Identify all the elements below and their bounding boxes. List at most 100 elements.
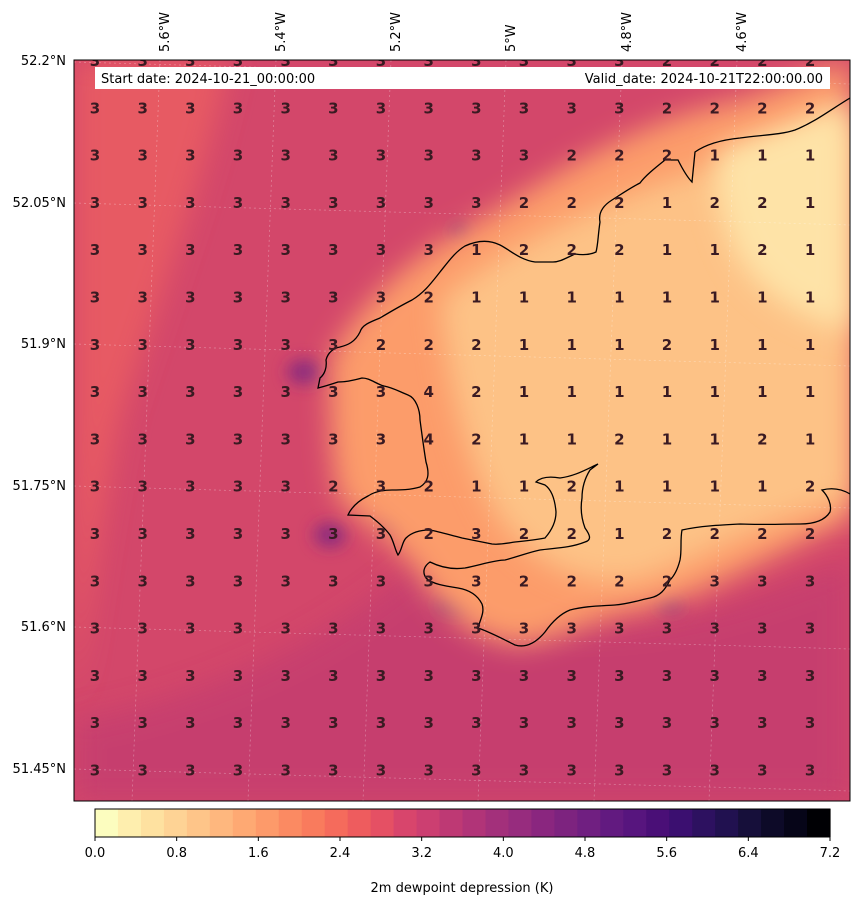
grid-value: 2: [566, 525, 576, 543]
lat-label: 51.75°N: [13, 479, 66, 494]
latitude-labels: 52.2°N 52.05°N 51.9°N 51.75°N 51.6°N 51.…: [13, 54, 66, 777]
grid-value: 2: [566, 147, 576, 165]
colorbar-swatch: [692, 809, 716, 837]
grid-value: 2: [805, 52, 815, 70]
parallel-line: [74, 626, 850, 650]
grid-value: 3: [90, 194, 100, 212]
grid-value: 3: [233, 572, 243, 590]
grid-value: 1: [519, 289, 529, 307]
grid-value: 3: [328, 194, 338, 212]
grid-value: 2: [566, 572, 576, 590]
grid-value: 3: [423, 99, 433, 117]
grid-value: 3: [137, 762, 147, 780]
grid-value: 3: [805, 620, 815, 638]
grid-value: 3: [662, 762, 672, 780]
grid-value: 2: [662, 52, 672, 70]
grid-value: 3: [328, 383, 338, 401]
grid-value: 3: [471, 147, 481, 165]
grid-value: 3: [90, 525, 100, 543]
grid-value: 3: [137, 289, 147, 307]
grid-value: 3: [519, 99, 529, 117]
grid-value: 1: [709, 430, 719, 448]
grid-value: 3: [757, 620, 767, 638]
grid-value: 3: [519, 620, 529, 638]
grid-value: 3: [137, 194, 147, 212]
grid-value: 3: [376, 430, 386, 448]
grid-value: 2: [519, 572, 529, 590]
grid-value: 3: [376, 762, 386, 780]
grid-value: 3: [185, 667, 195, 685]
grid-value: 3: [90, 620, 100, 638]
colorbar-swatch: [715, 809, 739, 837]
grid-value: 2: [423, 336, 433, 354]
grid-value: 3: [471, 99, 481, 117]
grid-value: 3: [566, 714, 576, 732]
grid-value: 3: [376, 383, 386, 401]
grid-value: 2: [471, 383, 481, 401]
grid-value: 3: [805, 572, 815, 590]
grid-value: 2: [757, 194, 767, 212]
grid-value: 3: [614, 52, 624, 70]
grid-value: 3: [328, 52, 338, 70]
grid-value: 2: [709, 99, 719, 117]
grid-value: 3: [137, 241, 147, 259]
grid-value: 3: [614, 620, 624, 638]
parallel-line: [74, 485, 850, 509]
colorbar-swatch: [462, 809, 487, 837]
grid-value: 3: [376, 620, 386, 638]
grid-value: 1: [614, 289, 624, 307]
grid-value: 3: [566, 620, 576, 638]
colorbar-swatch: [646, 809, 670, 837]
grid-value: 3: [233, 289, 243, 307]
meridian-line: [247, 60, 277, 801]
grid-value: 3: [185, 714, 195, 732]
grid-value: 3: [376, 714, 386, 732]
grid-value: 3: [185, 99, 195, 117]
grid-value: 1: [471, 241, 481, 259]
grid-value: 3: [280, 762, 290, 780]
grid-value: 3: [328, 714, 338, 732]
grid-value: 2: [805, 99, 815, 117]
grid-value: 3: [423, 620, 433, 638]
grid-value: 2: [519, 241, 529, 259]
dewpoint-value-grid: 3 3 3 3 3 3 3 3 3 3 3 3 2 2 2 2 3 3 3 3 3 3 3 3 3 3 3 3 2 2 2 2 3 3 3 3 3 3 3 3…: [90, 52, 816, 780]
grid-value: 1: [709, 147, 719, 165]
grid-value: 3: [662, 620, 672, 638]
valid-date-label: Valid_date: 2024-10-21T22:00:00.00: [585, 72, 823, 87]
meridian-line: [593, 60, 623, 801]
grid-value: 1: [757, 289, 767, 307]
grid-value: 3: [519, 147, 529, 165]
colorbar-ticks: 0.0 0.8 1.6 2.4 3.2 4.0 4.8 5.6 6.4 7.2: [85, 837, 840, 861]
grid-value: 3: [328, 289, 338, 307]
colorbar-swatch: [761, 809, 785, 837]
map-area[interactable]: 3 3 3 3 3 3 3 3 3 3 3 3 2 2 2 2 3 3 3 3 3 3 3 3 3 3 3 3 2 2 2 2 3 3 3 3 3 3 3 3…: [74, 52, 850, 801]
colorbar-swatch: [738, 809, 762, 837]
grid-value: 3: [423, 241, 433, 259]
grid-value: 3: [137, 383, 147, 401]
western-sea-band: [74, 60, 230, 700]
grid-value: 3: [471, 52, 481, 70]
grid-value: 3: [280, 714, 290, 732]
grid-value: 3: [376, 478, 386, 496]
grid-value: 2: [709, 52, 719, 70]
grid-value: 3: [280, 241, 290, 259]
map-frame: [73, 59, 851, 802]
grid-value: 3: [280, 620, 290, 638]
grid-value: 2: [328, 478, 338, 496]
colorbar-swatch: [163, 809, 188, 837]
grid-value: 1: [805, 383, 815, 401]
colorbar-frame: [94, 808, 831, 838]
grid-value: 3: [709, 762, 719, 780]
colorbar-swatch: [255, 809, 280, 837]
colorbar-swatch: [623, 809, 647, 837]
grid-value: 3: [233, 478, 243, 496]
colorbar-swatch: [600, 809, 624, 837]
colorbar-tick-label: 4.8: [575, 846, 596, 861]
grid-value: 1: [709, 241, 719, 259]
grid-value: 1: [662, 383, 672, 401]
grid-value: 1: [566, 430, 576, 448]
grid-value: 3: [137, 430, 147, 448]
grid-value: 1: [662, 289, 672, 307]
start-date-label: Start date: 2024-10-21_00:00:00: [101, 72, 315, 87]
